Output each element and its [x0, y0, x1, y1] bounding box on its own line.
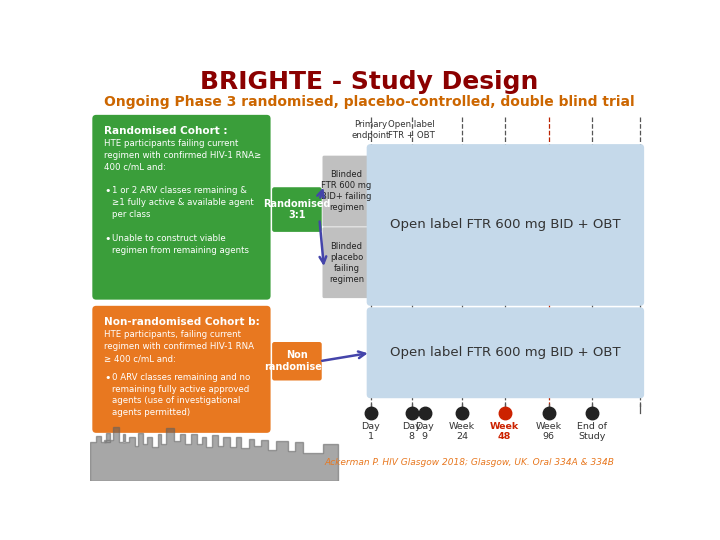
Polygon shape [90, 427, 338, 481]
FancyBboxPatch shape [366, 144, 644, 306]
Text: Ongoing Phase 3 randomised, placebo-controlled, double blind trial: Ongoing Phase 3 randomised, placebo-cont… [104, 94, 634, 109]
Text: Day
9: Day 9 [415, 422, 434, 442]
Text: Day
1: Day 1 [361, 422, 380, 442]
Text: Open label FTR 600 mg BID + OBT: Open label FTR 600 mg BID + OBT [390, 346, 621, 359]
Text: •: • [104, 186, 110, 197]
Text: Non
randomised: Non randomised [264, 350, 329, 372]
Text: Blinded
placebo
failing
regimen: Blinded placebo failing regimen [329, 241, 364, 284]
FancyBboxPatch shape [323, 227, 371, 298]
Text: Ackerman P. HIV Glasgow 2018; Glasgow, UK. Oral 334A & 334B: Ackerman P. HIV Glasgow 2018; Glasgow, U… [325, 457, 615, 467]
Text: End of
Study: End of Study [577, 422, 607, 442]
Text: Day
8: Day 8 [402, 422, 421, 442]
Text: Blinded
FTR 600 mg
BID+ failing
regimen: Blinded FTR 600 mg BID+ failing regimen [321, 170, 372, 212]
Text: •: • [104, 373, 110, 383]
Text: Randomised Cohort :: Randomised Cohort : [104, 126, 228, 137]
Text: Primary
endpoint: Primary endpoint [351, 120, 390, 140]
Text: Week
48: Week 48 [490, 422, 519, 442]
Text: 0 ARV classes remaining and no
remaining fully active approved
agents (use of in: 0 ARV classes remaining and no remaining… [112, 373, 250, 417]
FancyBboxPatch shape [272, 187, 322, 232]
FancyBboxPatch shape [272, 342, 322, 381]
FancyBboxPatch shape [92, 306, 271, 433]
FancyBboxPatch shape [366, 307, 644, 398]
Text: HTE participants failing current
regimen with confirmed HIV-1 RNA≥
400 c/mL and:: HTE participants failing current regimen… [104, 139, 261, 171]
Text: Unable to construct viable
regimen from remaining agents: Unable to construct viable regimen from … [112, 234, 248, 255]
Text: Open label
FTR + OBT: Open label FTR + OBT [388, 120, 435, 140]
Text: Week
96: Week 96 [536, 422, 562, 442]
Text: Open label FTR 600 mg BID + OBT: Open label FTR 600 mg BID + OBT [390, 219, 621, 232]
FancyBboxPatch shape [323, 156, 371, 226]
Text: Non-randomised Cohort b:: Non-randomised Cohort b: [104, 318, 260, 327]
Text: BRIGHTE - Study Design: BRIGHTE - Study Design [200, 70, 538, 94]
Text: HTE participants, failing current
regimen with confirmed HIV-1 RNA
≥ 400 c/mL an: HTE participants, failing current regime… [104, 330, 254, 363]
Text: •: • [104, 234, 110, 244]
Text: Week
24: Week 24 [449, 422, 475, 442]
FancyBboxPatch shape [92, 115, 271, 300]
Text: 1 or 2 ARV classes remaining &
≥1 fully active & available agent
per class: 1 or 2 ARV classes remaining & ≥1 fully … [112, 186, 253, 219]
Text: Randomised
3:1: Randomised 3:1 [264, 199, 330, 220]
